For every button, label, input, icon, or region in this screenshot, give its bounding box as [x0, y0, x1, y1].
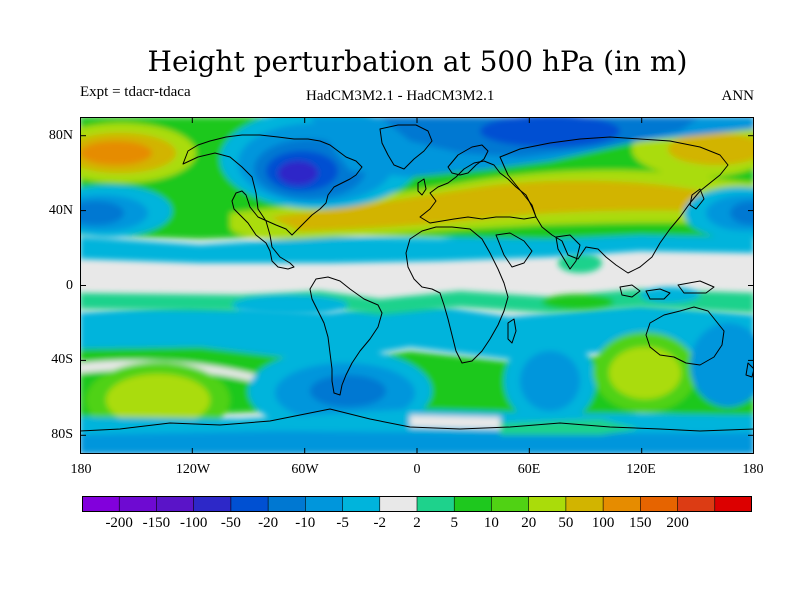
colorbar-cell: [193, 496, 232, 512]
colorbar-cell: [677, 496, 716, 512]
colorbar-cell: [640, 496, 679, 512]
colorbar-cell: [602, 496, 642, 512]
coastline-asia: [499, 136, 729, 274]
colorbar-label: -20: [258, 515, 279, 531]
colorbar-cell: [118, 496, 158, 512]
lat-tick-label: 80S: [51, 427, 73, 442]
coastline-antarctica: [80, 408, 754, 432]
lat-tick-label: 40S: [51, 352, 73, 367]
colorbar-cell: [156, 496, 195, 512]
lat-tick-label: 0: [66, 278, 73, 293]
lat-tick-label: 40N: [48, 203, 73, 218]
lon-tick-label: 180: [742, 462, 764, 477]
model-label: HadCM3M2.1 - HadCM3M2.1: [306, 88, 495, 104]
colorbar-label: 150: [629, 515, 652, 531]
height-perturbation-map: [80, 117, 754, 454]
colorbar-label: 100: [591, 515, 615, 531]
colorbar-cell: [267, 496, 307, 512]
colorbar-cell: [82, 496, 121, 512]
colorbar-label: -150: [142, 515, 171, 531]
coastline-japan: [689, 188, 705, 210]
coastline-british-isles: [417, 178, 427, 196]
colorbar-cell: [305, 496, 344, 512]
colorbar-label: -100: [179, 515, 208, 531]
colorbar-label: 50: [558, 515, 574, 531]
coastline-australia: [645, 306, 725, 366]
colorbar-cell: [230, 496, 269, 512]
colorbar-label: 2: [413, 515, 421, 531]
colorbar: [82, 496, 752, 512]
tropical-anomaly-field: [80, 253, 754, 315]
colorbar-cell: [342, 496, 381, 512]
colorbar-label: 200: [666, 515, 689, 531]
season-label: ANN: [721, 88, 755, 104]
lon-tick-label: 120W: [175, 462, 211, 477]
colorbar-cell: [714, 496, 752, 512]
colorbar-cell: [491, 496, 530, 512]
colorbar-cell: [416, 496, 456, 512]
coastline-new-zealand: [745, 362, 754, 378]
coastline-europe: [419, 160, 537, 224]
lon-tick-label: 0: [413, 462, 421, 477]
southern-anomaly-field: [80, 302, 754, 454]
colorbar-cell: [565, 496, 604, 512]
coastline-scandinavia: [447, 144, 489, 176]
coastline-arabia: [495, 232, 533, 268]
experiment-label: Expt = tdacr-tdaca: [80, 84, 191, 100]
colorbar-label: 10: [483, 515, 499, 531]
lat-tick-label: 80N: [48, 128, 73, 143]
lon-tick-label: 180: [70, 462, 92, 477]
page-title: Height perturbation at 500 hPa (in m): [147, 45, 688, 78]
colorbar-cell: [528, 496, 567, 512]
colorbar-cell: [453, 496, 493, 512]
coastlines: [80, 124, 754, 432]
colorbar-label: -5: [336, 515, 349, 531]
colorbar-label: -200: [105, 515, 133, 531]
colorbar-label: -50: [220, 515, 241, 531]
coastline-greenland: [379, 124, 433, 170]
coastline-africa: [405, 226, 509, 364]
colorbar-label: -2: [373, 515, 387, 531]
coastline-india: [555, 234, 581, 270]
colorbar-label: 20: [521, 515, 537, 531]
lon-tick-label: 60W: [291, 462, 319, 477]
coastline-south-america: [309, 276, 383, 396]
colorbar-cell: [379, 496, 418, 512]
lon-tick-label: 60E: [517, 462, 541, 477]
colorbar-label: -10: [295, 515, 316, 531]
lon-tick-label: 120E: [626, 462, 656, 477]
colorbar-label: 5: [450, 515, 458, 531]
coastline-madagascar: [507, 318, 517, 344]
coastline-north-america: [182, 134, 363, 270]
coastline-maritime-continent: [619, 280, 715, 300]
axis-ticks: [80, 117, 754, 454]
northern-anomaly-field: [80, 117, 754, 263]
